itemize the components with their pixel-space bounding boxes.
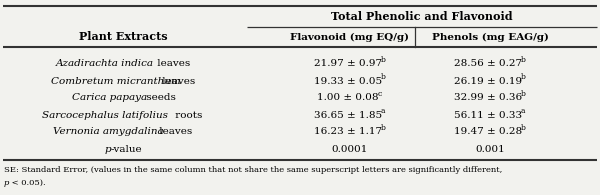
Text: Combretum micranthum: Combretum micranthum (50, 76, 181, 85)
Text: b: b (521, 124, 526, 132)
Text: roots: roots (172, 111, 203, 120)
Text: 0.0001: 0.0001 (332, 144, 368, 153)
Text: b: b (521, 90, 526, 98)
Text: 56.11 ± 0.33: 56.11 ± 0.33 (455, 111, 523, 120)
Text: -value: -value (110, 144, 142, 153)
Text: 16.23 ± 1.17: 16.23 ± 1.17 (314, 128, 383, 136)
Text: b: b (380, 124, 385, 132)
Text: p: p (104, 144, 111, 153)
Text: b: b (521, 56, 526, 64)
Text: Plant Extracts: Plant Extracts (79, 32, 167, 43)
Text: SE: Standard Error, (values in the same column that not share the same superscri: SE: Standard Error, (values in the same … (4, 166, 502, 174)
Text: Total Phenolic and Flavonoid: Total Phenolic and Flavonoid (331, 11, 513, 22)
Text: p: p (4, 179, 10, 187)
Text: 19.47 ± 0.28: 19.47 ± 0.28 (455, 128, 523, 136)
Text: Azadirachta indica: Azadirachta indica (56, 59, 154, 68)
Text: leaves: leaves (156, 128, 193, 136)
Text: leaves: leaves (159, 76, 195, 85)
Text: 26.19 ± 0.19: 26.19 ± 0.19 (455, 76, 523, 85)
Text: Vernonia amygdalina: Vernonia amygdalina (53, 128, 164, 136)
Text: b: b (380, 73, 385, 81)
Text: c: c (378, 90, 382, 98)
Text: 21.97 ± 0.97: 21.97 ± 0.97 (314, 59, 383, 68)
Text: 1.00 ± 0.08: 1.00 ± 0.08 (317, 93, 379, 103)
Text: 19.33 ± 0.05: 19.33 ± 0.05 (314, 76, 383, 85)
Text: seeds: seeds (143, 93, 175, 103)
Text: a: a (521, 107, 525, 115)
Text: 36.65 ± 1.85: 36.65 ± 1.85 (314, 111, 383, 120)
Text: < 0.05).: < 0.05). (9, 179, 46, 187)
Text: Carica papaya: Carica papaya (72, 93, 147, 103)
Text: 0.001: 0.001 (475, 144, 505, 153)
Text: leaves: leaves (154, 59, 190, 68)
Text: Sarcocephalus latifolius: Sarcocephalus latifolius (43, 111, 169, 120)
Text: Phenols (mg EAG/g): Phenols (mg EAG/g) (431, 32, 548, 42)
Text: b: b (521, 73, 526, 81)
Text: a: a (380, 107, 385, 115)
Text: Flavonoid (mg EQ/g): Flavonoid (mg EQ/g) (290, 32, 409, 42)
Text: 32.99 ± 0.36: 32.99 ± 0.36 (455, 93, 523, 103)
Text: b: b (380, 56, 385, 64)
Text: 28.56 ± 0.27: 28.56 ± 0.27 (455, 59, 523, 68)
